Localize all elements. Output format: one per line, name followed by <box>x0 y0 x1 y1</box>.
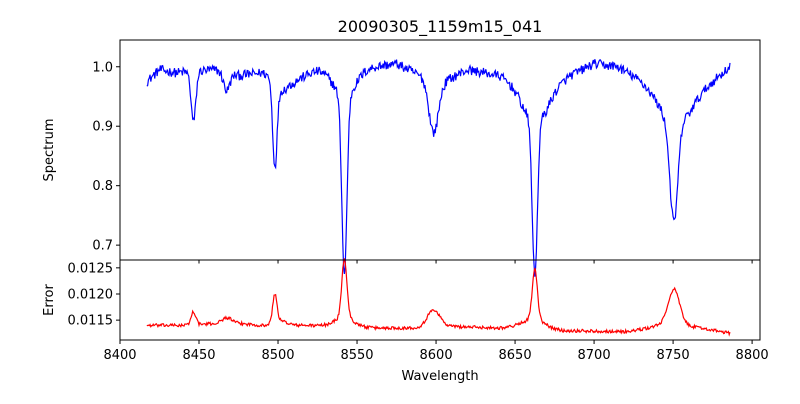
y-tick-label: 0.0120 <box>68 287 114 302</box>
x-axis-label: Wavelength <box>401 369 478 384</box>
x-tick-label: 8750 <box>657 348 690 363</box>
x-tick-label: 8450 <box>182 348 215 363</box>
error-line <box>146 258 731 337</box>
y-tick-label: 0.0115 <box>68 314 114 329</box>
x-tick-label: 8700 <box>578 348 611 363</box>
y-tick-label: 0.7 <box>92 239 113 254</box>
y-tick-label: 0.8 <box>92 179 113 194</box>
x-tick-label: 8650 <box>499 348 532 363</box>
x-tick-label: 8600 <box>420 348 453 363</box>
x-tick-label: 8400 <box>103 348 136 363</box>
error-panel: Error Wavelength 0.0115 0.0120 0.0125 8400 8… <box>42 258 769 384</box>
spectrum-y-axis-label: Spectrum <box>42 119 57 182</box>
error-ticks: 0.0115 0.0120 0.0125 8400 8450 8500 8550 8600 86… <box>68 261 769 363</box>
y-tick-label: 0.9 <box>92 120 113 135</box>
spectrum-panel: 20090305_1159m15_041 Spectrum 0.7 0.8 0.9 1… <box>42 17 761 277</box>
chart-title: 20090305_1159m15_041 <box>338 17 543 37</box>
y-tick-label: 0.0125 <box>68 261 114 276</box>
y-tick-label: 1.0 <box>92 60 113 75</box>
spectrum-line <box>146 59 731 277</box>
x-tick-label: 8800 <box>736 348 769 363</box>
error-y-axis-label: Error <box>42 284 57 316</box>
x-tick-label: 8550 <box>340 348 373 363</box>
error-axes-frame <box>119 259 761 341</box>
x-tick-label: 8500 <box>261 348 294 363</box>
spectrum-ticks: 0.7 0.8 0.9 1.0 <box>92 60 753 264</box>
